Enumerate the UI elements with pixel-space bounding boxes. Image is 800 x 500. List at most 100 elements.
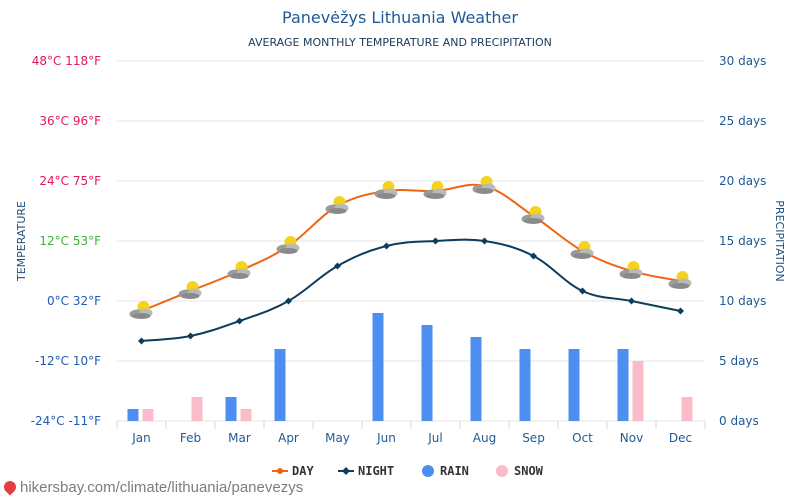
partly-cloudy-icon bbox=[472, 176, 496, 194]
legend-swatch bbox=[422, 465, 434, 477]
partly-cloudy-icon bbox=[227, 261, 251, 279]
x-tick-label: Dec bbox=[669, 431, 692, 445]
legend-label: SNOW bbox=[514, 464, 544, 478]
rain-bar bbox=[127, 409, 139, 421]
cloud-shape bbox=[622, 273, 641, 279]
night-point bbox=[432, 237, 439, 245]
day-line bbox=[141, 183, 681, 312]
rain-bar bbox=[519, 349, 531, 421]
partly-cloudy-icon bbox=[668, 271, 692, 289]
legend-marker bbox=[342, 467, 350, 475]
partly-cloudy-icon bbox=[521, 206, 545, 224]
temperature-lines bbox=[138, 183, 684, 345]
chart-title: Panevėžys Lithuania Weather bbox=[282, 8, 518, 27]
partly-cloudy-icon bbox=[619, 261, 643, 279]
snow-bar bbox=[142, 409, 154, 421]
rain-bar bbox=[372, 313, 384, 421]
x-tick-label: Feb bbox=[180, 431, 201, 445]
x-tick-label: May bbox=[325, 431, 350, 445]
night-point bbox=[138, 337, 145, 345]
partly-cloudy-icon bbox=[570, 241, 594, 259]
precipitation-bars bbox=[127, 313, 693, 421]
source-link[interactable]: hikersbay.com/climate/lithuania/panevezy… bbox=[20, 479, 304, 496]
x-tick-label: Jan bbox=[131, 431, 151, 445]
partly-cloudy-icon bbox=[325, 196, 349, 214]
y-right-tick-label: 5 days bbox=[719, 354, 759, 368]
rain-bar bbox=[225, 397, 237, 421]
cloud-shape bbox=[132, 313, 151, 319]
partly-cloudy-icon bbox=[178, 281, 202, 299]
y-left-tick-label: 12°C 53°F bbox=[39, 234, 101, 248]
night-point bbox=[285, 297, 292, 305]
snow-bar bbox=[632, 361, 644, 421]
night-point bbox=[187, 332, 194, 340]
night-point bbox=[236, 317, 243, 325]
cloud-shape bbox=[377, 193, 396, 199]
y-left-axis-title: TEMPERATURE bbox=[15, 201, 28, 282]
axis-ticks: 48°C 118°F 36°C 96°F 24°C 75°F 12°C 53°F 0°C… bbox=[31, 54, 767, 445]
night-point bbox=[677, 307, 684, 315]
x-tick-label: Nov bbox=[620, 431, 643, 445]
legend-label: NIGHT bbox=[358, 464, 394, 478]
legend: DAY NIGHT RAIN SNOW bbox=[272, 464, 544, 478]
night-point bbox=[334, 262, 341, 270]
cloud-shape bbox=[475, 188, 494, 194]
rain-bar bbox=[470, 337, 482, 421]
legend-swatch bbox=[496, 465, 508, 477]
cloud-shape bbox=[426, 193, 445, 199]
cloud-shape bbox=[230, 273, 249, 279]
location-pin-icon bbox=[1, 478, 19, 496]
y-right-tick-label: 20 days bbox=[719, 174, 766, 188]
weather-icons bbox=[129, 176, 692, 319]
night-point bbox=[530, 252, 537, 260]
y-left-tick-label: 48°C 118°F bbox=[32, 54, 101, 68]
partly-cloudy-icon bbox=[276, 236, 300, 254]
x-tick-label: Jun bbox=[376, 431, 396, 445]
x-tick-label: Jul bbox=[427, 431, 442, 445]
night-line bbox=[141, 238, 681, 342]
x-tick-label: Aug bbox=[473, 431, 496, 445]
y-right-tick-label: 30 days bbox=[719, 54, 766, 68]
x-tick-label: Apr bbox=[278, 431, 299, 445]
y-left-tick-label: 0°C 32°F bbox=[47, 294, 101, 308]
y-left-tick-label: -24°C -11°F bbox=[31, 414, 101, 428]
partly-cloudy-icon bbox=[129, 301, 153, 319]
x-tick-label: Sep bbox=[522, 431, 545, 445]
night-point bbox=[383, 242, 390, 250]
cloud-shape bbox=[671, 283, 690, 289]
y-right-tick-label: 15 days bbox=[719, 234, 766, 248]
night-point bbox=[579, 287, 586, 295]
y-left-tick-label: 36°C 96°F bbox=[39, 114, 101, 128]
snow-bar bbox=[681, 397, 693, 421]
x-tick-label: Mar bbox=[228, 431, 251, 445]
source-footer[interactable]: hikersbay.com/climate/lithuania/panevezy… bbox=[1, 478, 304, 496]
snow-bar bbox=[191, 397, 203, 421]
snow-bar bbox=[240, 409, 252, 421]
x-tick-label: Oct bbox=[572, 431, 593, 445]
partly-cloudy-icon bbox=[374, 181, 398, 199]
cloud-shape bbox=[524, 218, 543, 224]
night-point bbox=[628, 297, 635, 305]
y-right-tick-label: 10 days bbox=[719, 294, 766, 308]
y-left-tick-label: 24°C 75°F bbox=[39, 174, 101, 188]
legend-marker bbox=[277, 468, 283, 474]
gridlines bbox=[116, 60, 706, 429]
y-right-axis-title: PRECIPITATION bbox=[773, 200, 786, 281]
y-left-tick-label: -12°C 10°F bbox=[35, 354, 101, 368]
night-point bbox=[481, 237, 488, 245]
chart-subtitle: AVERAGE MONTHLY TEMPERATURE AND PRECIPIT… bbox=[248, 36, 552, 49]
rain-bar bbox=[568, 349, 580, 421]
legend-label: RAIN bbox=[440, 464, 469, 478]
rain-bar bbox=[274, 349, 286, 421]
cloud-shape bbox=[181, 293, 200, 299]
partly-cloudy-icon bbox=[423, 181, 447, 199]
y-right-tick-label: 25 days bbox=[719, 114, 766, 128]
rain-bar bbox=[617, 349, 629, 421]
cloud-shape bbox=[573, 253, 592, 259]
cloud-shape bbox=[328, 208, 347, 214]
legend-label: DAY bbox=[292, 464, 314, 478]
y-right-tick-label: 0 days bbox=[719, 414, 759, 428]
cloud-shape bbox=[279, 248, 298, 254]
rain-bar bbox=[421, 325, 433, 421]
